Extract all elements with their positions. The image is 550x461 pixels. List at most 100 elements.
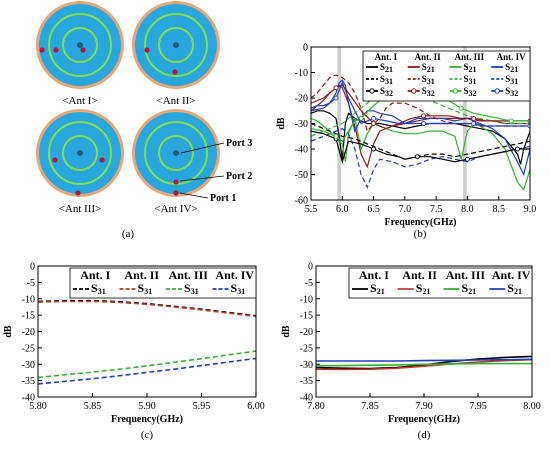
series-marker	[508, 118, 514, 124]
series-marker	[414, 154, 420, 160]
x-tick-label: 6.0	[336, 204, 349, 215]
x-tick-label: 6.5	[367, 204, 380, 215]
y-tick-label: -20	[300, 327, 313, 338]
series-antiii-s31	[38, 350, 256, 379]
x-axis-label: Frequency(GHz)	[388, 414, 460, 425]
legend-label: S31	[380, 74, 393, 86]
x-tick-label: 5.5	[305, 204, 318, 215]
x-tick-label: 8.0	[461, 204, 474, 215]
series-marker	[371, 121, 377, 126]
series-group	[316, 355, 532, 371]
center-feed	[173, 42, 179, 48]
series-group	[38, 299, 256, 385]
series-marker	[471, 115, 477, 121]
x-tick-label: 5.95	[193, 401, 211, 412]
series-antiv-s32	[311, 81, 530, 127]
y-tick-label: -15	[300, 311, 313, 322]
legend-label-subscript: 31	[98, 287, 106, 296]
caption-a: (a)	[122, 228, 135, 240]
series-antii-s31	[38, 300, 256, 318]
series-marker	[421, 121, 427, 126]
legend-label-subscript: 31	[427, 77, 435, 86]
series-marker	[371, 146, 377, 152]
feed-port-1	[173, 179, 179, 185]
legend-label-subscript: 32	[510, 89, 518, 98]
highlight-band-1	[337, 47, 342, 200]
x-tick-label: 6.00	[247, 401, 265, 412]
x-tick-label: 5.85	[84, 401, 102, 412]
antenna-label: <Ant IV>	[154, 203, 197, 215]
legend-header: Ant. III	[446, 268, 486, 282]
antenna-4: <Ant IV>	[132, 109, 220, 215]
series-marker	[471, 121, 477, 126]
series-antii-s31	[311, 74, 530, 133]
legend-marker	[494, 88, 500, 94]
legend-label: S31	[505, 74, 518, 86]
feed-port-2	[172, 69, 178, 75]
y-tick-label: -35	[22, 376, 35, 387]
legend-header: Ant. II	[124, 268, 159, 282]
legend-label-subscript: 31	[510, 77, 518, 86]
antenna-label: <Ant III>	[59, 203, 102, 215]
x-tick-label: 7.80	[307, 401, 325, 412]
legend-label-subscript: 31	[237, 287, 245, 296]
feed-port-2	[53, 47, 59, 53]
x-tick-label: 8.00	[523, 401, 541, 412]
legend-header: Ant. I	[359, 268, 389, 282]
x-tick-label: 7.85	[361, 401, 379, 412]
center-feed	[77, 150, 83, 156]
y-tick-label: -10	[300, 294, 313, 305]
center-feed	[77, 42, 83, 48]
series-marker	[464, 156, 470, 162]
series-anti-s31	[38, 299, 256, 317]
legend-label: S31	[422, 74, 435, 86]
y-tick-label: -15	[22, 311, 35, 322]
legend-label-subscript: 21	[469, 65, 477, 74]
legend-label: S32	[380, 86, 393, 98]
legend-label-subscript: 21	[468, 287, 476, 296]
series-antii-s21	[316, 358, 532, 371]
legend-label-subscript: 21	[422, 287, 430, 296]
feed-port-1	[39, 47, 45, 53]
x-tick-label: 8.5	[492, 204, 505, 215]
y-tick-label: -40	[300, 393, 313, 404]
legend-label-subscript: 21	[514, 287, 522, 296]
x-axis-label: Frequency(GHz)	[111, 414, 183, 425]
legend-header: Ant. II	[402, 268, 437, 282]
series-antiii-s21	[316, 362, 532, 367]
legend-marker	[411, 88, 417, 94]
caption: (b)	[414, 228, 427, 240]
caption: (d)	[418, 429, 431, 441]
antenna-diagrams: <Ant I> <Ant II> <Ant III> <Ant IV>	[36, 1, 220, 215]
inner-slot-ring	[158, 135, 194, 171]
inner-slot-ring	[158, 27, 194, 63]
y-tick-label: -5	[27, 278, 35, 289]
port-2-label: Port 2	[226, 171, 252, 182]
x-tick-label: 7.95	[469, 401, 487, 412]
caption: (c)	[141, 429, 154, 441]
y-axis-label: dB	[3, 325, 14, 338]
port-annotations: Port 3 Port 2 Port 1	[179, 138, 252, 204]
center-feed	[173, 150, 179, 156]
series-antiii-s21	[311, 116, 530, 192]
legend-header: Ant. III	[169, 268, 209, 282]
antenna-2: <Ant II>	[132, 1, 220, 107]
legend-label-subscript: 32	[427, 89, 435, 98]
legend-header: Ant. I	[375, 52, 398, 62]
y-tick-label: -10	[295, 68, 308, 79]
legend-label-subscript: 31	[385, 77, 393, 86]
legend-box	[69, 267, 257, 299]
legend-label: S21	[422, 62, 435, 74]
antenna-1: <Ant I>	[36, 1, 124, 107]
y-tick-label: 0	[30, 262, 35, 273]
port-1-label: Port 1	[210, 193, 236, 204]
series-antiv-s21	[316, 358, 532, 362]
legend-box	[362, 50, 531, 102]
y-axis-label: dB	[276, 117, 287, 130]
feed-port-1	[144, 47, 150, 53]
chart-b: 5.5 6.0 6.5 7.0 7.5 8.0 8.5 9.0 0 -10 -20 -30 -40 -50…	[276, 43, 536, 241]
feed-port-2	[173, 190, 179, 196]
series-marker	[421, 113, 427, 119]
